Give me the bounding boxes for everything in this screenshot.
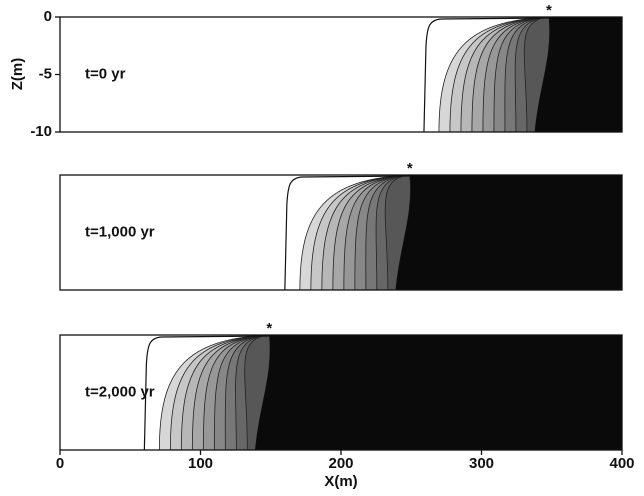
panel-content (285, 175, 622, 290)
front-marker: * (546, 2, 552, 19)
x-tick-label: 300 (469, 455, 494, 472)
y-axis-label: Z(m) (9, 58, 26, 91)
panel-label: t=1,000 yr (85, 223, 155, 240)
panel-label: t=2,000 yr (85, 383, 155, 400)
x-tick-label: 200 (328, 455, 353, 472)
saltwater-region (396, 175, 622, 290)
y-tick-label: -5 (39, 65, 52, 82)
panel-content (144, 335, 622, 450)
panel-label: t=0 yr (85, 65, 126, 82)
front-marker: * (407, 160, 413, 177)
y-tick-label: -10 (30, 123, 52, 140)
panel-content (424, 17, 622, 132)
x-tick-label: 0 (56, 455, 64, 472)
panel: * t=0 yr (60, 2, 622, 132)
x-tick-label: 100 (188, 455, 213, 472)
saltwater-region (255, 335, 622, 450)
front-marker: * (266, 320, 272, 337)
y-tick-label: 0 (44, 8, 52, 25)
panel: * t=1,000 yr (60, 160, 622, 290)
x-tick-label: 400 (609, 455, 634, 472)
figure: X(m) Z(m) * t=0 yr * t=1,000 yr * t=2,000 yr 0… (0, 0, 644, 496)
x-axis-label: X(m) (324, 473, 357, 490)
panel: * t=2,000 yr (60, 320, 622, 450)
